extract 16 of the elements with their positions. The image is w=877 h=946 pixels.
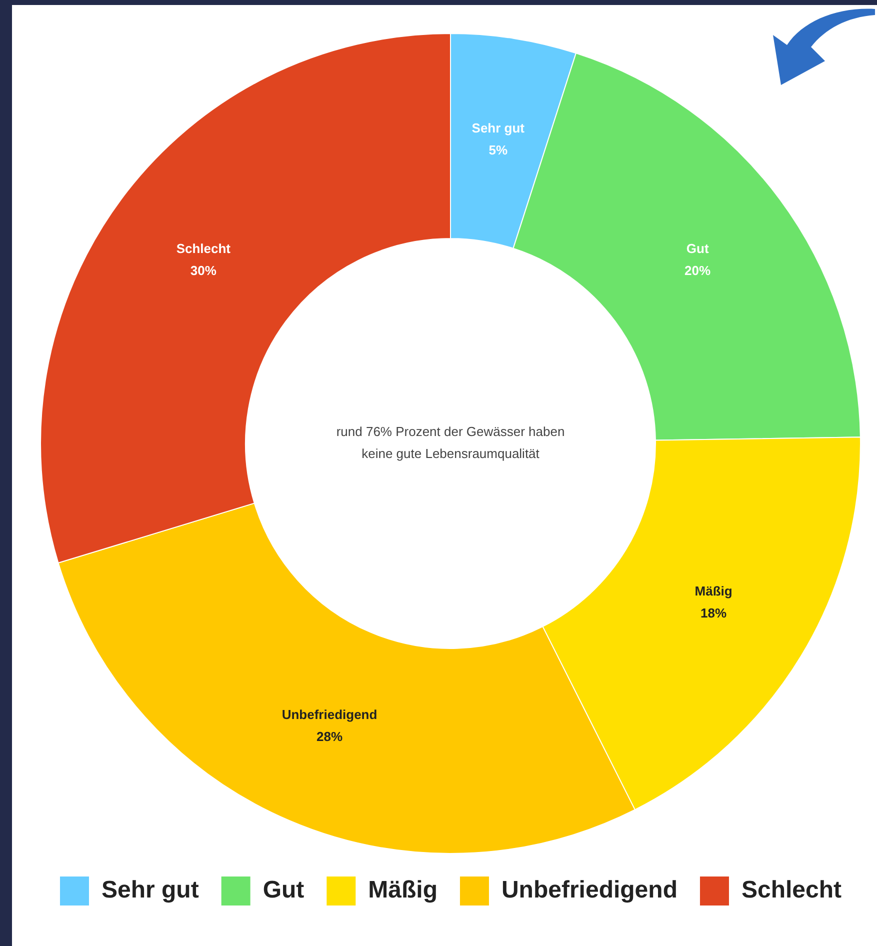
data-label: 18% xyxy=(700,605,727,620)
legend-label: Sehr gut xyxy=(101,876,199,904)
legend-label: Schlecht xyxy=(741,876,842,904)
slice-label: Sehr gut xyxy=(472,120,526,136)
slice-label: Gut xyxy=(686,241,710,256)
data-label: 30% xyxy=(190,263,217,278)
text: rund 76% Prozent der Gewässer haben keine gute Lebensraumqualität xyxy=(336,424,565,462)
data-label: 20% xyxy=(684,263,712,278)
legend-label: Gut xyxy=(262,876,304,904)
slice-label: Mäßig xyxy=(694,583,732,598)
slice-label: Unbefriedigend xyxy=(282,706,378,722)
legend-label: Mäßig xyxy=(368,876,438,904)
slice-label: Schlecht xyxy=(176,241,232,256)
legend-label: Unbefriedigend xyxy=(501,876,678,904)
data-label: 5% xyxy=(488,142,508,158)
data-label: 28% xyxy=(316,728,343,744)
